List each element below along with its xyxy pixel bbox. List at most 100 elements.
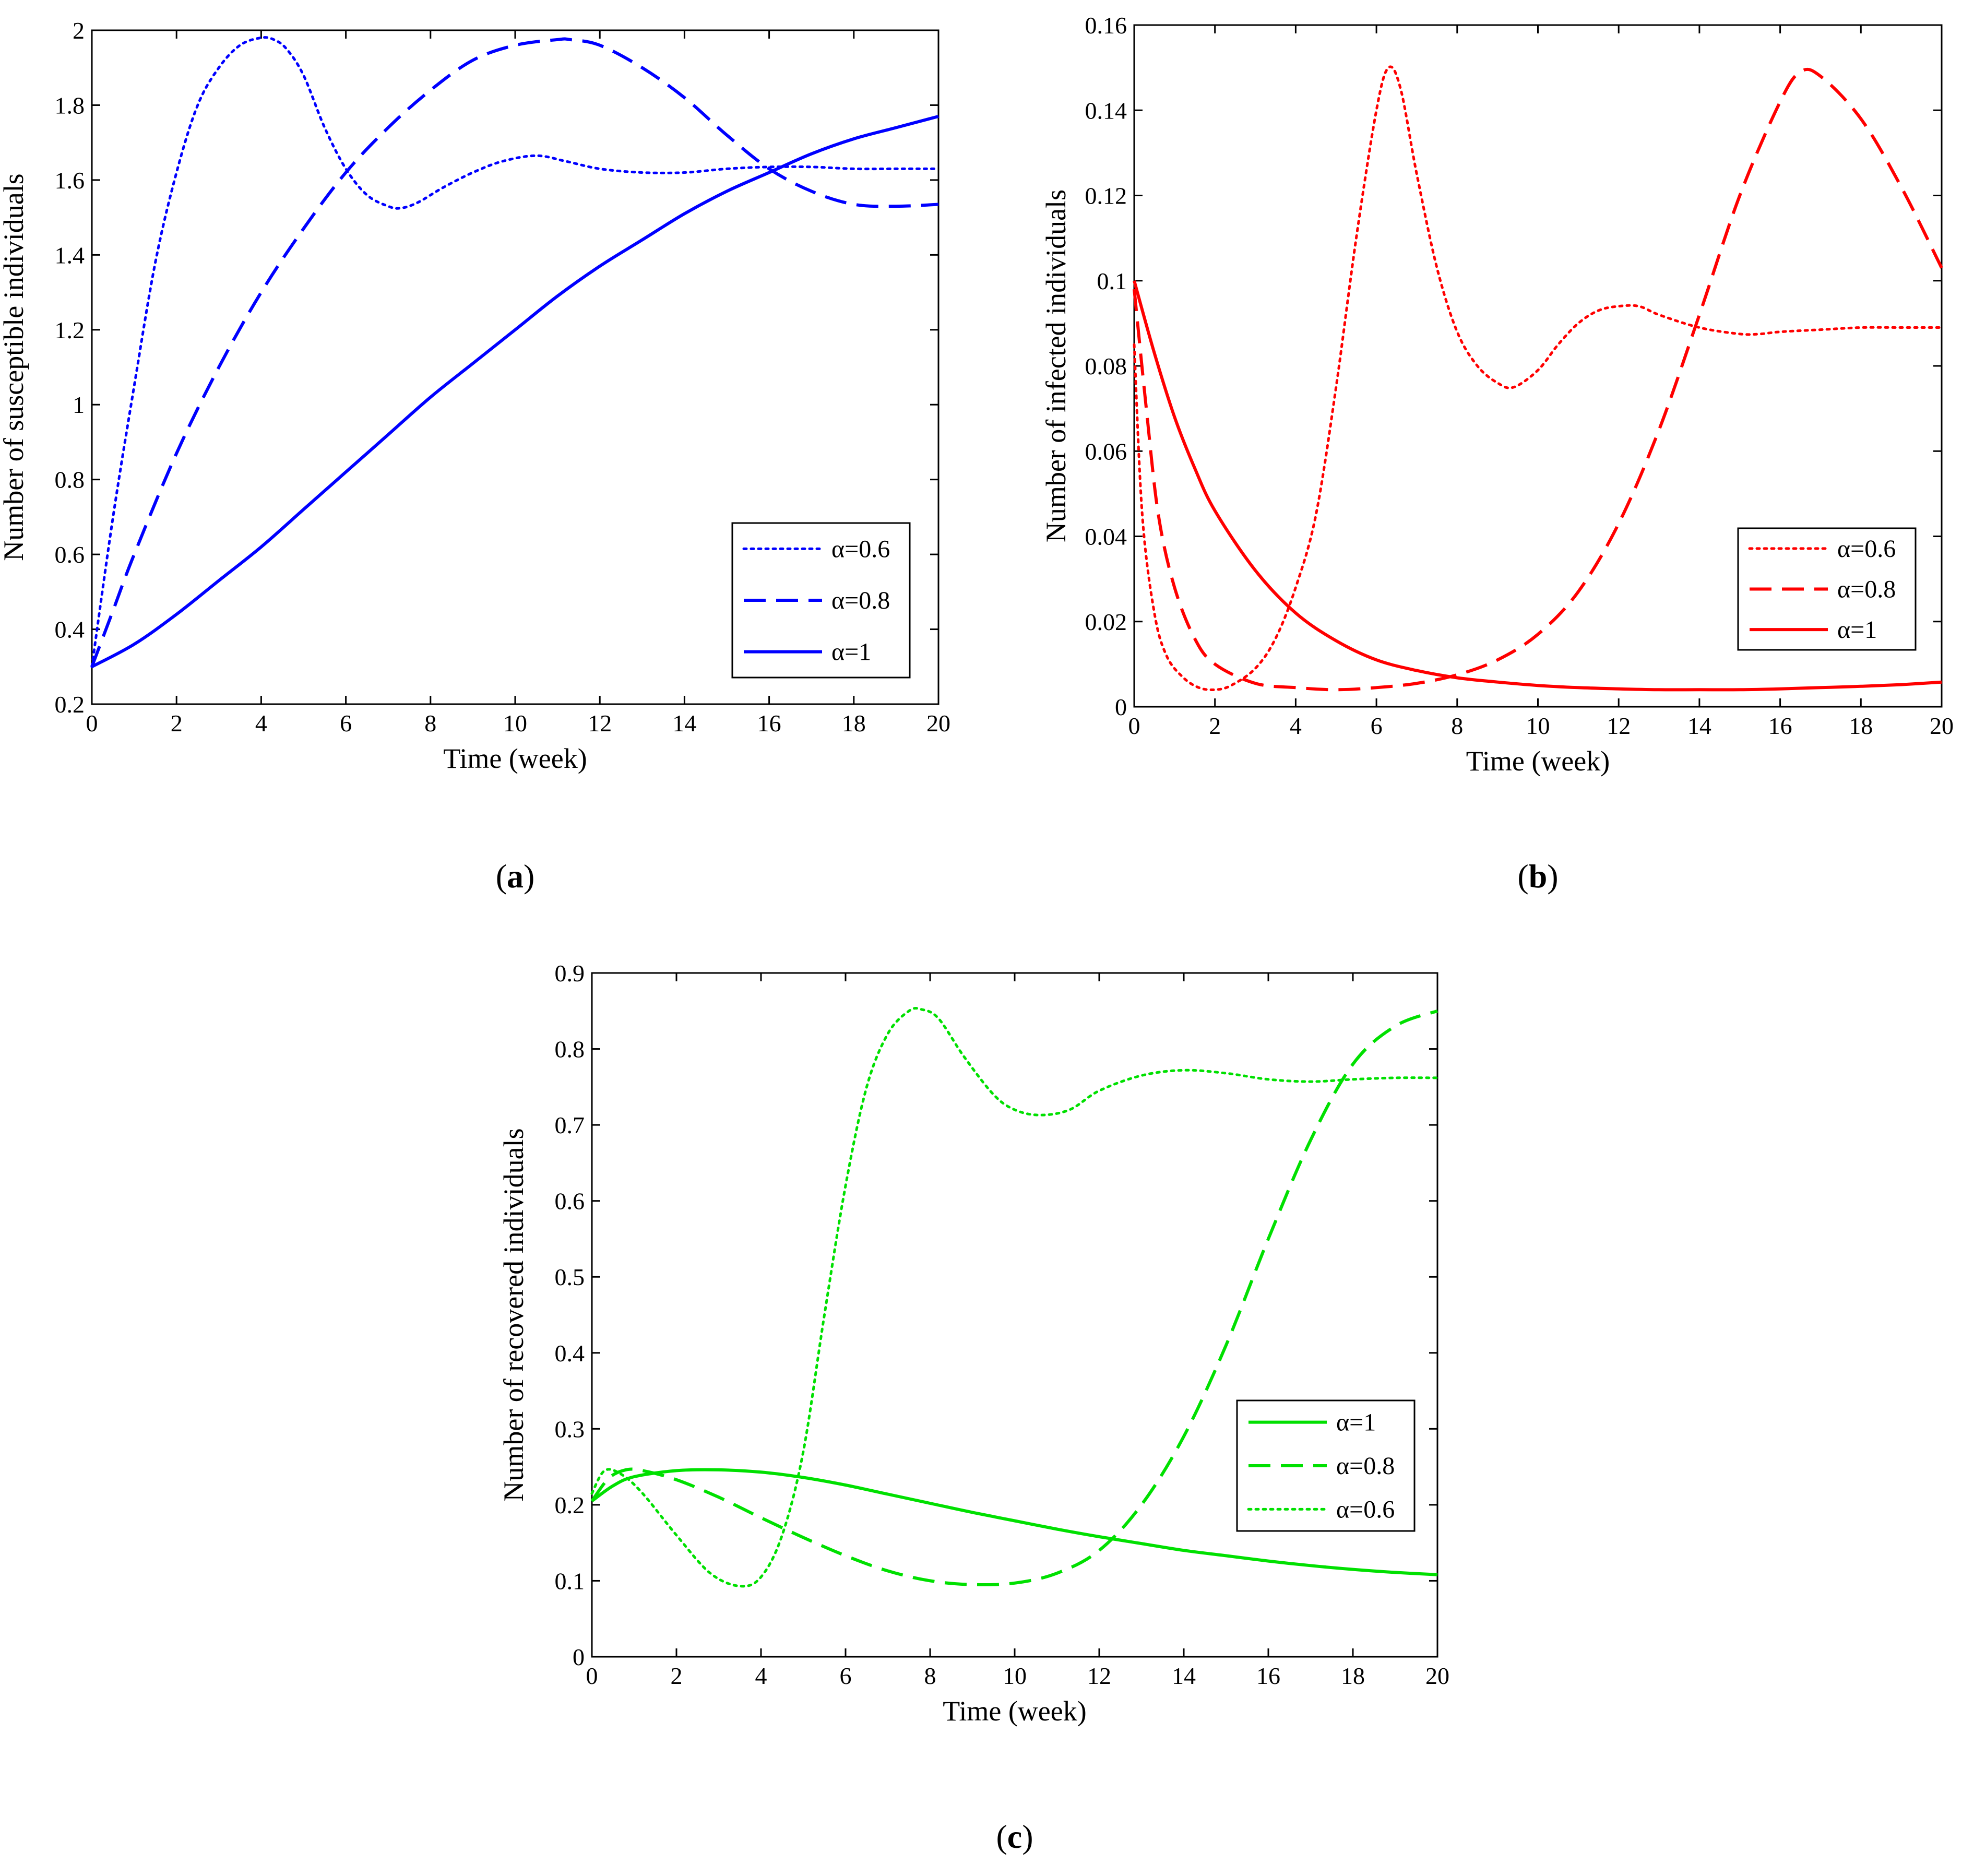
x-tick-label: 8	[1451, 713, 1463, 739]
x-tick-label: 18	[1849, 713, 1873, 739]
series-line-1	[90, 36, 940, 668]
legend-label: α=0.8	[1336, 1452, 1395, 1480]
series-line-2	[90, 37, 939, 668]
panel-caption-letter: a	[507, 858, 524, 895]
x-ticks: 0 2 4 6 8 10 12 14 16 18 20	[586, 973, 1449, 1689]
x-tick-label: 14	[1687, 713, 1711, 739]
panel-caption: (b)	[1517, 858, 1558, 895]
y-tick-label: 0.1	[1097, 268, 1127, 294]
y-tick-label: 0.6	[55, 541, 85, 568]
legend-label: α=1	[831, 638, 871, 666]
series-line-3	[590, 1006, 1439, 1588]
x-tick-label: 18	[842, 710, 866, 737]
panel-caption-letter: b	[1529, 858, 1548, 895]
x-tick-label: 16	[757, 710, 781, 737]
y-tick-label: 1.8	[55, 92, 85, 118]
panel-a: 0 2 4 6 8 10 12 14 16 18 20 0.2 0.4 0.6 0.8 1 1.2 1.4 1.6…	[0, 17, 950, 895]
x-tick-label: 16	[1256, 1663, 1280, 1689]
y-tick-label: 0.2	[55, 691, 85, 718]
x-tick-label: 10	[1003, 1663, 1027, 1689]
y-ticks: 0.2 0.4 0.6 0.8 1 1.2 1.4 1.6 1.8 2	[55, 17, 938, 718]
x-tick-label: 10	[503, 710, 527, 737]
y-tick-label: 2	[73, 17, 85, 44]
y-tick-label: 0	[1115, 694, 1127, 720]
legend-label: α=0.8	[1837, 576, 1896, 603]
x-tick-label: 8	[924, 1663, 936, 1689]
y-tick-label: 0.4	[555, 1340, 585, 1367]
x-ticks: 0 2 4 6 8 10 12 14 16 18 20	[1128, 25, 1954, 739]
x-tick-label: 14	[672, 710, 696, 737]
legend-label: α=0.6	[831, 535, 890, 563]
legend-label: α=0.6	[1336, 1495, 1395, 1523]
panel-c: 0 2 4 6 8 10 12 14 16 18 20 0 0.1 0.2 0.3 0.4 0.5 0.6 0.7…	[498, 960, 1449, 1855]
x-tick-label: 0	[1128, 713, 1140, 739]
panel-caption: (a)	[496, 858, 535, 895]
y-tick-label: 0.16	[1085, 12, 1127, 39]
legend: α=1 α=0.8 α=0.6	[1236, 1399, 1416, 1532]
series-line-1	[591, 1468, 1438, 1576]
legend-label: α=1	[1837, 616, 1877, 644]
panel-caption-letter: c	[1007, 1818, 1022, 1855]
series-line-2	[1133, 67, 1943, 692]
x-tick-label: 20	[926, 710, 950, 737]
y-tick-label: 0.8	[555, 1036, 585, 1063]
x-tick-label: 12	[1087, 1663, 1111, 1689]
y-tick-label: 0.1	[555, 1568, 585, 1594]
x-tick-label: 10	[1526, 713, 1550, 739]
x-tick-label: 0	[586, 1663, 598, 1689]
x-tick-label: 18	[1341, 1663, 1365, 1689]
series-group	[1133, 65, 1943, 692]
y-tick-label: 1.2	[55, 317, 85, 343]
y-tick-label: 0.5	[555, 1264, 585, 1290]
y-tick-label: 0.02	[1085, 609, 1127, 635]
y-tick-label: 1.4	[55, 242, 85, 268]
y-axis-label: Number of infected individuals	[1040, 189, 1072, 542]
legend-label: α=0.6	[1837, 535, 1896, 563]
y-tick-label: 0.04	[1085, 524, 1127, 550]
legend: α=0.6 α=0.8 α=1	[731, 522, 911, 679]
y-tick-label: 0.4	[55, 616, 85, 643]
series-group	[90, 36, 940, 668]
y-tick-label: 0.6	[555, 1188, 585, 1215]
y-tick-label: 0.8	[55, 467, 85, 493]
x-tick-label: 6	[840, 1663, 852, 1689]
x-tick-label: 2	[171, 710, 183, 737]
y-tick-label: 0.08	[1085, 353, 1127, 379]
y-tick-label: 0.2	[555, 1492, 585, 1518]
y-tick-label: 0	[573, 1644, 585, 1670]
x-axis-label: Time (week)	[443, 743, 587, 774]
series-line-2	[590, 1009, 1438, 1587]
x-tick-label: 12	[588, 710, 612, 737]
y-tick-label: 1	[73, 391, 85, 418]
x-tick-label: 16	[1768, 713, 1792, 739]
x-tick-label: 12	[1607, 713, 1631, 739]
y-ticks: 0 0.02 0.04 0.06 0.08 0.1 0.12 0.14 0.16	[1085, 12, 1942, 720]
panel-b: 0 2 4 6 8 10 12 14 16 18 20 0 0.02 0.04 0.06 0.08 0.1 0.…	[1040, 12, 1954, 895]
legend-label: α=1	[1336, 1409, 1376, 1436]
legend-label: α=0.8	[831, 587, 890, 614]
x-tick-label: 0	[86, 710, 98, 737]
x-axis-label: Time (week)	[1466, 745, 1610, 777]
series-line-3	[1133, 280, 1942, 692]
x-tick-label: 2	[671, 1663, 683, 1689]
x-tick-label: 20	[1425, 1663, 1449, 1689]
x-tick-label: 14	[1172, 1663, 1196, 1689]
x-axis-label: Time (week)	[943, 1695, 1086, 1727]
x-tick-label: 4	[255, 710, 267, 737]
y-tick-label: 0.12	[1085, 183, 1127, 209]
x-tick-label: 20	[1930, 713, 1954, 739]
series-line-1	[1133, 65, 1943, 692]
x-tick-label: 4	[1290, 713, 1302, 739]
x-tick-label: 8	[424, 710, 436, 737]
series-group	[590, 1006, 1439, 1588]
x-ticks: 0 2 4 6 8 10 12 14 16 18 20	[86, 30, 950, 737]
y-axis-label: Number of susceptible individuals	[0, 173, 29, 561]
x-tick-label: 2	[1209, 713, 1221, 739]
panel-caption: (c)	[996, 1818, 1033, 1855]
x-tick-label: 6	[340, 710, 352, 737]
y-tick-label: 0.06	[1085, 438, 1127, 465]
y-tick-label: 0.9	[555, 960, 585, 987]
y-tick-label: 0.14	[1085, 97, 1127, 124]
